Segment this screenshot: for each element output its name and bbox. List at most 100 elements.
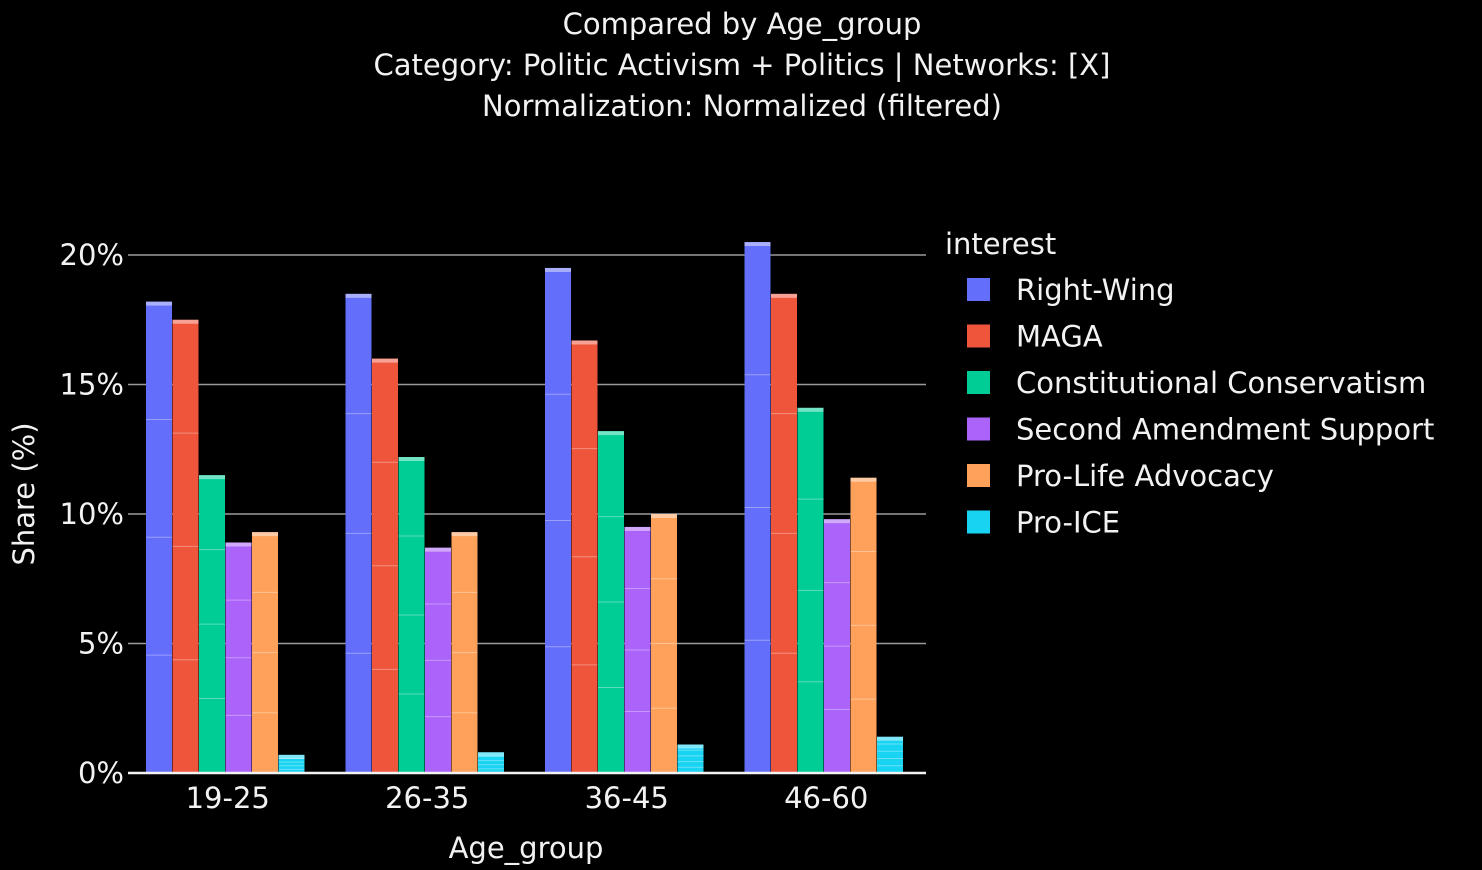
- legend-swatch: [967, 324, 990, 348]
- bar-cap: [172, 319, 199, 324]
- bar-fill: [797, 407, 824, 773]
- x-tick-label: 26-35: [385, 781, 469, 815]
- bar-cap: [771, 293, 797, 298]
- bar-fill: [624, 526, 651, 773]
- bar-fill: [651, 514, 677, 773]
- x-axis-title: Age_group: [449, 831, 604, 865]
- y-tick-label: 10%: [60, 497, 124, 531]
- bar-cap: [199, 475, 225, 480]
- bar-cap: [744, 242, 771, 247]
- bar: [824, 519, 850, 773]
- bar-cap: [278, 754, 305, 759]
- bar: [172, 319, 199, 773]
- bar-cap: [146, 301, 172, 306]
- bar: [451, 532, 478, 773]
- bar-cap: [545, 267, 571, 272]
- bar: [252, 532, 278, 773]
- bar: [372, 358, 398, 773]
- y-tick-label: 20%: [60, 238, 124, 272]
- legend-item[interactable]: Second Amendment Support: [967, 413, 1434, 447]
- bar-fill: [278, 754, 305, 773]
- bar-cap: [677, 744, 704, 749]
- x-tick-label: 19-25: [186, 781, 270, 815]
- bar-cap: [451, 532, 478, 537]
- bar-cap: [478, 752, 504, 757]
- bar: [199, 475, 225, 773]
- bar-fill: [850, 477, 877, 773]
- bar-fill: [545, 267, 571, 773]
- bar: [771, 293, 797, 773]
- legend-title: interest: [945, 227, 1056, 261]
- chart-title-line-3: Normalization: Normalized (filtered): [482, 89, 1002, 123]
- bar-fill: [571, 340, 598, 773]
- legend-swatch: [967, 510, 990, 534]
- y-tick-label: 0%: [78, 756, 124, 790]
- axes: 0% 5% 10% 15% 20% 19-25 26-35 36-45 46-60: [60, 238, 926, 815]
- bar-cap: [398, 457, 425, 462]
- legend: interest Right-Wing MAGA Constitutional Co…: [945, 227, 1434, 540]
- bars: [146, 242, 903, 774]
- bar-fill: [451, 532, 478, 773]
- bar-fill: [199, 475, 225, 773]
- x-tick-label: 46-60: [784, 781, 868, 815]
- chart-title-line-1: Compared by Age_group: [563, 7, 922, 41]
- bar-cap: [425, 547, 451, 552]
- bar: [146, 301, 172, 773]
- bar-cap: [877, 736, 903, 741]
- bar: [345, 293, 372, 773]
- bar: [850, 477, 877, 773]
- legend-item[interactable]: Right-Wing: [967, 273, 1175, 307]
- bar-cap: [850, 477, 877, 482]
- bar: [797, 407, 824, 773]
- legend-label: Pro-Life Advocacy: [1016, 459, 1274, 493]
- bar-cap: [624, 526, 651, 531]
- bar-fill: [252, 532, 278, 773]
- bar-fill: [146, 301, 172, 773]
- bar-fill: [398, 457, 425, 773]
- bar: [744, 242, 771, 774]
- bar: [478, 752, 504, 773]
- bar: [278, 754, 305, 773]
- bar-cap: [797, 407, 824, 412]
- bar-cap: [571, 340, 598, 345]
- legend-item[interactable]: Constitutional Conservatism: [967, 366, 1426, 400]
- bar: [571, 340, 598, 773]
- bar-fill: [744, 242, 771, 774]
- bar-cap: [345, 293, 372, 298]
- y-tick-label: 5%: [78, 627, 124, 661]
- bar-cap: [651, 514, 677, 518]
- bar: [651, 514, 677, 773]
- bar: [877, 736, 903, 773]
- bar-cap: [598, 431, 624, 436]
- legend-item[interactable]: Pro-ICE: [967, 506, 1120, 540]
- bar-cap: [252, 532, 278, 537]
- chart-title: Compared by Age_group Category: Politic …: [374, 7, 1111, 123]
- bar-fill: [345, 293, 372, 773]
- bar: [425, 547, 451, 773]
- bar: [225, 542, 252, 773]
- bar: [624, 526, 651, 773]
- legend-swatch: [967, 278, 990, 301]
- y-axis-title: Share (%): [7, 422, 41, 565]
- legend-label: Second Amendment Support: [1016, 413, 1434, 447]
- legend-label: MAGA: [1016, 320, 1103, 354]
- legend-item[interactable]: Pro-Life Advocacy: [967, 459, 1274, 493]
- bar-fill: [677, 744, 704, 773]
- bar-fill: [172, 319, 199, 773]
- bar-fill: [372, 358, 398, 773]
- bar-fill: [824, 519, 850, 773]
- bar-fill: [598, 431, 624, 773]
- legend-label: Right-Wing: [1016, 273, 1175, 307]
- legend-item[interactable]: MAGA: [967, 320, 1103, 354]
- bar-fill: [225, 542, 252, 773]
- bar-cap: [372, 358, 398, 363]
- bar-cap: [225, 542, 252, 547]
- bar-fill: [877, 736, 903, 773]
- legend-swatch: [967, 464, 990, 487]
- legend-label: Pro-ICE: [1016, 506, 1120, 540]
- x-tick-label: 36-45: [585, 781, 669, 815]
- bar-fill: [478, 752, 504, 773]
- bar-fill: [771, 293, 797, 773]
- chart-title-line-2: Category: Politic Activism + Politics | …: [374, 48, 1111, 82]
